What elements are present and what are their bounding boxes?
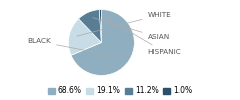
Legend: 68.6%, 19.1%, 11.2%, 1.0%: 68.6%, 19.1%, 11.2%, 1.0% [47, 86, 193, 96]
Text: BLACK: BLACK [27, 38, 122, 57]
Wedge shape [99, 10, 102, 42]
Wedge shape [78, 10, 102, 42]
Text: HISPANIC: HISPANIC [103, 16, 181, 55]
Text: ASIAN: ASIAN [93, 18, 170, 40]
Wedge shape [68, 19, 102, 55]
Text: WHITE: WHITE [77, 12, 171, 36]
Wedge shape [71, 10, 134, 75]
